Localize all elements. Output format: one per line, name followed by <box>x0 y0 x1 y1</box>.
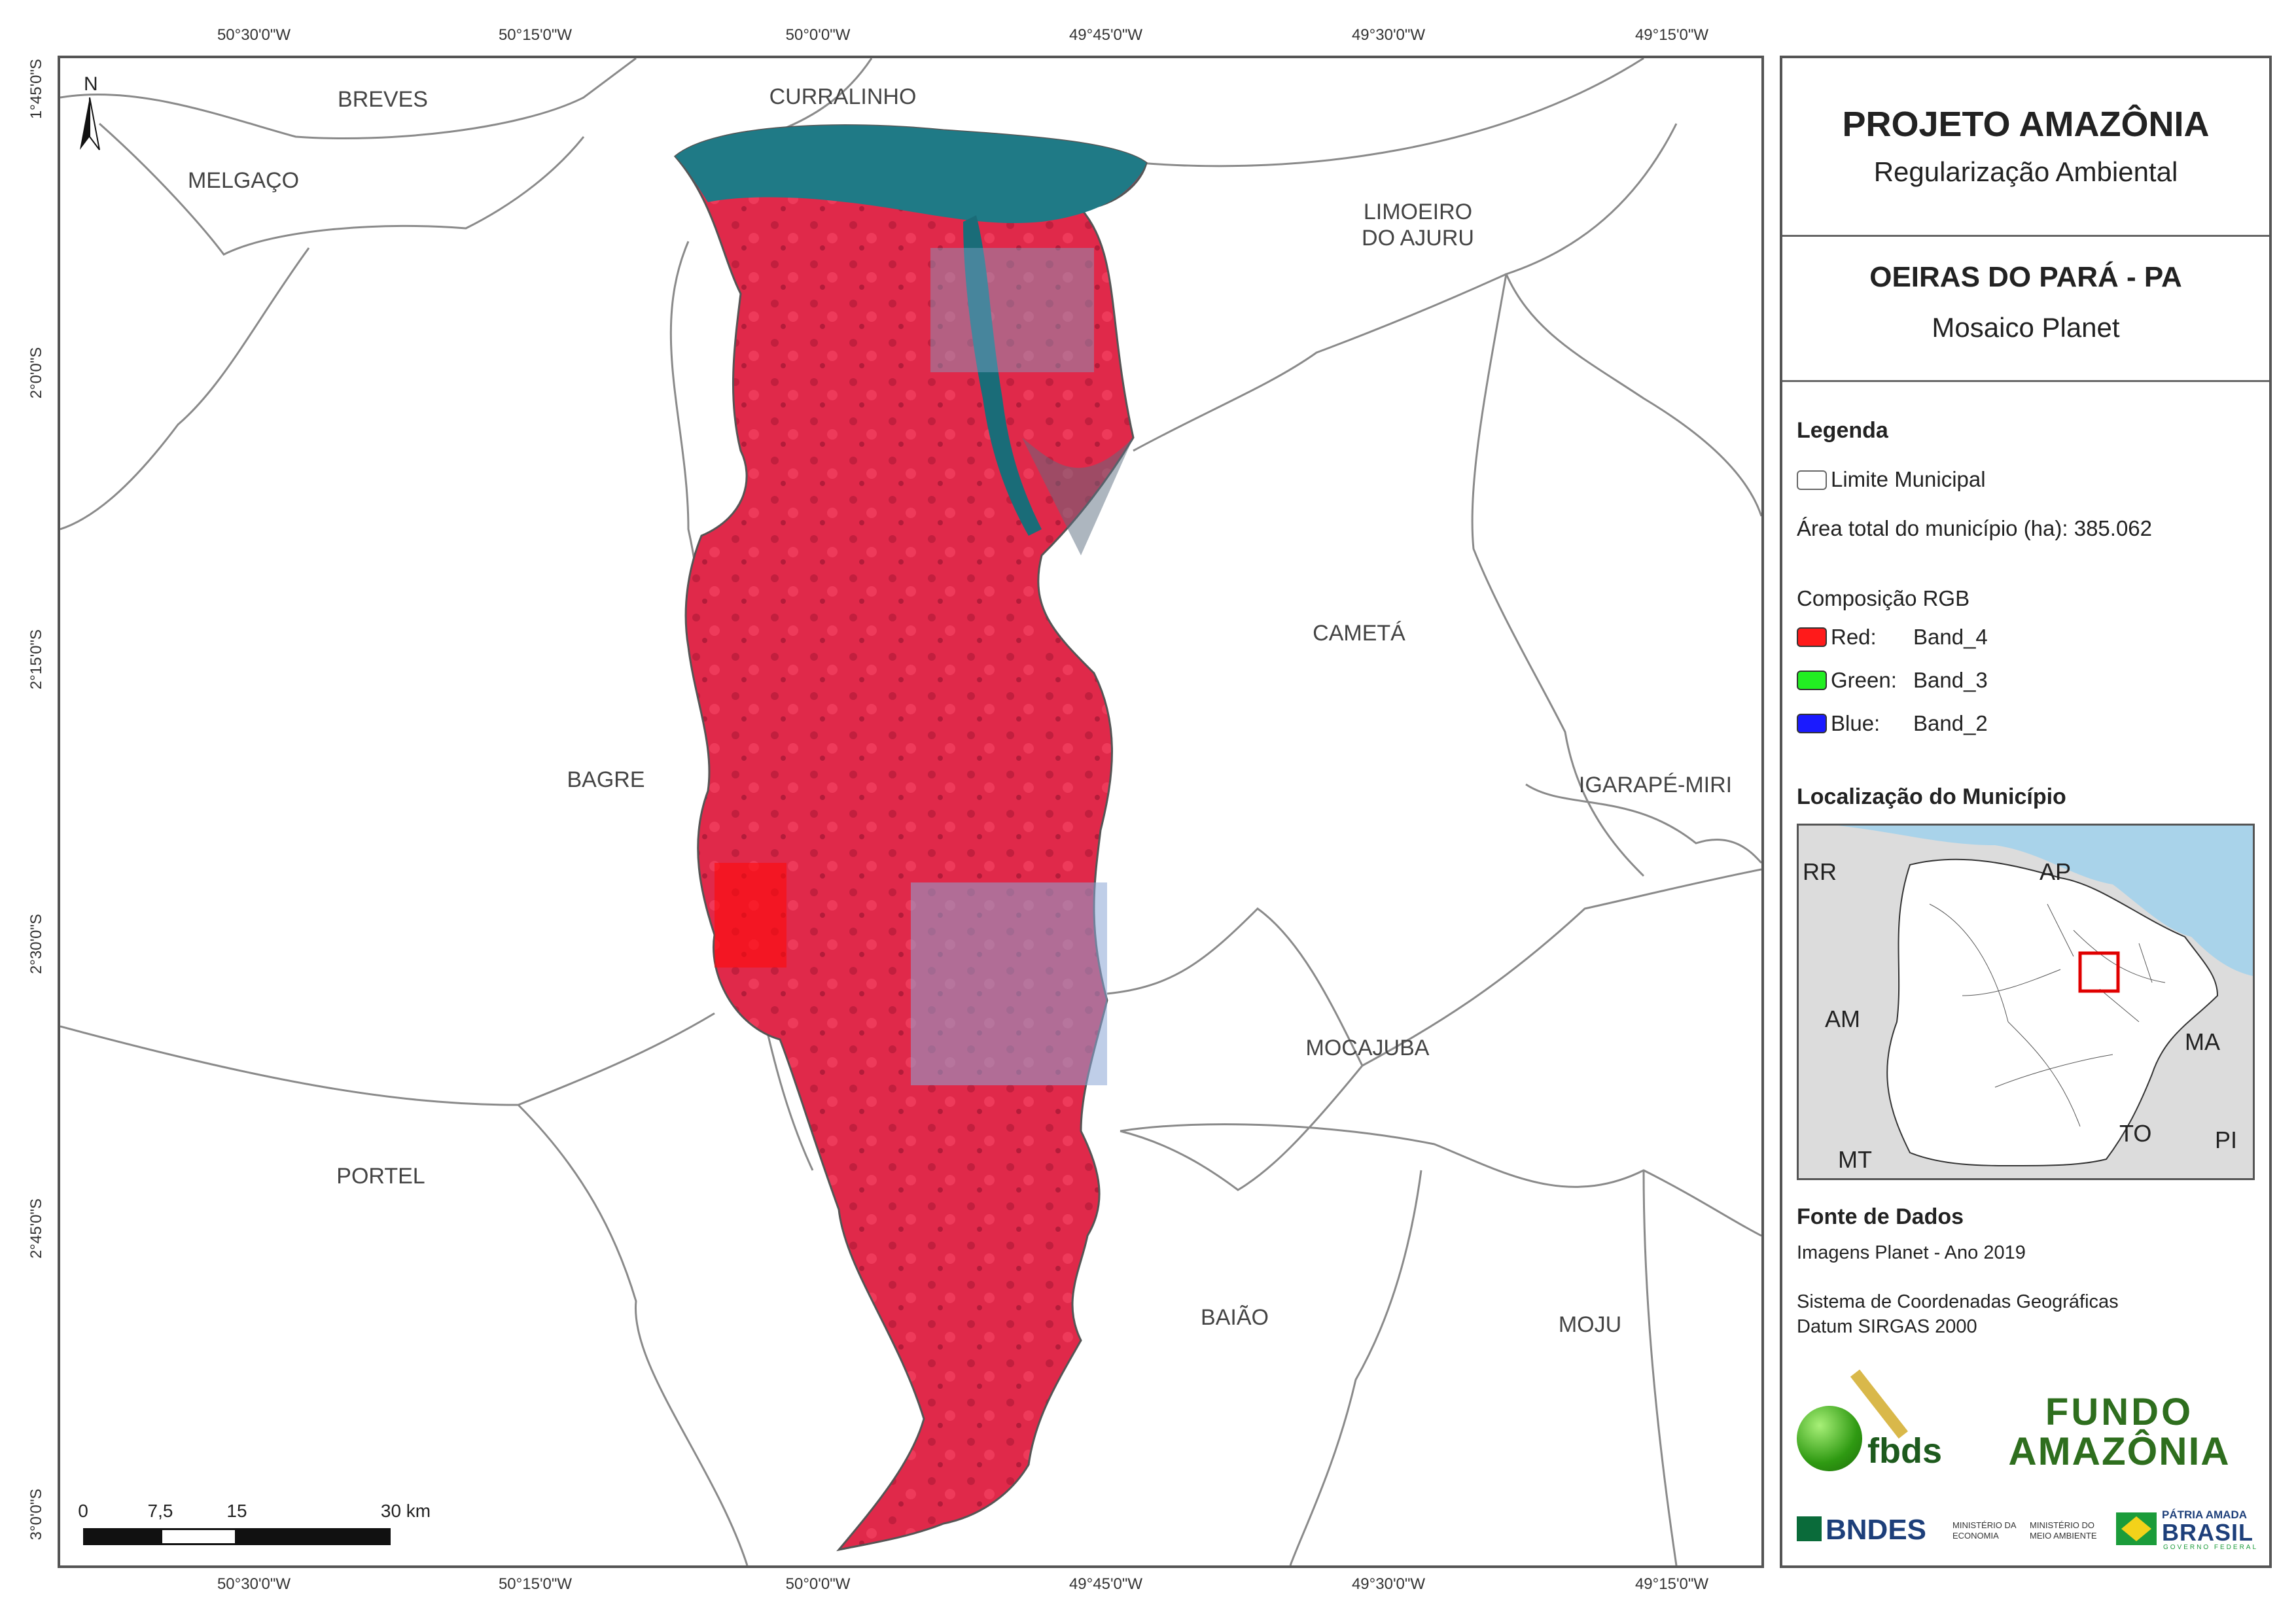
inset-label-pi: PI <box>2215 1126 2238 1153</box>
green-band: Band_3 <box>1913 668 1988 692</box>
label-mocajuba: MOCAJUBA <box>1305 1036 1430 1060</box>
blue-swatch <box>1797 714 1827 733</box>
legend-panel: PROJETO AMAZÔNIA Regularização Ambiental… <box>1780 56 2272 1568</box>
bndes-text: BNDES <box>1826 1514 1927 1546</box>
divider-2 <box>1782 380 2269 382</box>
inset-label-mt: MT <box>1838 1146 1872 1173</box>
rgb-header: Composição RGB <box>1797 586 1970 610</box>
inset-label-ma: MA <box>2185 1028 2220 1055</box>
bndes-mark-icon <box>1797 1516 1822 1541</box>
coord-top-6: 49°15'0"W <box>1634 26 1709 44</box>
red-band: Band_4 <box>1913 625 1988 649</box>
scale-segment-1 <box>83 1528 160 1545</box>
blue-label: Blue: <box>1831 711 1881 735</box>
coord-left-4: 2°30'0"S <box>27 913 45 975</box>
coord-bottom-5: 49°30'0"W <box>1351 1575 1426 1593</box>
area-text: Área total do município (ha): 385.062 <box>1797 516 2153 540</box>
source-line-3: Datum SIRGAS 2000 <box>1797 1316 1977 1337</box>
governo-federal-text: GOVERNO FEDERAL <box>2163 1544 2259 1551</box>
brasil-text: BRASIL <box>2162 1519 2253 1546</box>
label-curralinho: CURRALINHO <box>769 84 917 109</box>
bndes-logo: BNDES <box>1797 1514 1941 1546</box>
label-melgaco: MELGAÇO <box>187 168 300 193</box>
source-line-1: Imagens Planet - Ano 2019 <box>1797 1242 2026 1263</box>
north-arrow-icon <box>80 97 100 150</box>
source-line-2: Sistema de Coordenadas Geográficas <box>1797 1291 2119 1312</box>
patria-amada-text: PÁTRIA AMADA <box>2162 1509 2248 1521</box>
ministerio-meio-ambiente: MINISTÉRIO DO MEIO AMBIENTE <box>2030 1520 2097 1541</box>
mosaic-subtitle: Mosaico Planet <box>1932 312 2120 343</box>
label-igarape: IGARAPÉ-MIRI <box>1578 773 1733 797</box>
label-bagre: BAGRE <box>567 767 645 792</box>
red-label: Red: <box>1831 625 1877 649</box>
scale-label-2: 15 <box>226 1501 247 1521</box>
municipal-boundaries <box>60 58 1761 1565</box>
coord-left-5: 2°45'0"S <box>27 1198 45 1259</box>
coord-top-5: 49°30'0"W <box>1351 26 1426 44</box>
label-breves: BREVES <box>338 87 428 112</box>
ministerio-economia: MINISTÉRIO DA ECONOMIA <box>1952 1520 2016 1541</box>
legend-header: Legenda <box>1797 418 1888 443</box>
green-label: Green: <box>1831 668 1897 692</box>
coord-left-2: 2°0'0"S <box>27 347 45 399</box>
location-inset: RR AP AM MA TO PI MT <box>1797 824 2255 1180</box>
inset-label-to: TO <box>2119 1120 2152 1147</box>
fbds-logo: fbds <box>1797 1369 1954 1471</box>
coord-bottom-2: 50°15'0"W <box>498 1575 573 1593</box>
project-subtitle: Regularização Ambiental <box>1873 156 2178 187</box>
scale-segment-3 <box>237 1528 391 1545</box>
map-frame <box>58 56 1764 1568</box>
fbds-text: fbds <box>1867 1431 1942 1471</box>
location-header: Localização do Município <box>1797 784 2066 809</box>
label-baiao: BAIÃO <box>1201 1305 1269 1330</box>
divider-1 <box>1782 235 2269 237</box>
coord-bottom-3: 50°0'0"W <box>785 1575 851 1593</box>
coord-left-3: 2°15'0"S <box>27 629 45 690</box>
red-swatch <box>1797 627 1827 647</box>
blue-band: Band_2 <box>1913 711 1988 735</box>
coord-top-4: 49°45'0"W <box>1069 26 1143 44</box>
inset-map <box>1799 826 2253 1178</box>
fundo-text: FUNDO <box>2045 1391 2194 1433</box>
map-canvas <box>60 58 1761 1565</box>
fundo-amazonia-logo: FUNDO AMAZÔNIA <box>1979 1393 2260 1471</box>
inset-label-am: AM <box>1825 1005 1860 1032</box>
source-header: Fonte de Dados <box>1797 1204 1964 1229</box>
municipality-title: OEIRAS DO PARÁ - PA <box>1869 261 2182 293</box>
inset-label-rr: RR <box>1803 858 1837 885</box>
governo-federal-logo: PÁTRIA AMADA BRASIL GOVERNO FEDERAL <box>2116 1507 2260 1553</box>
label-moju: MOJU <box>1558 1312 1622 1337</box>
oeiras-do-para-mosaic <box>673 124 1148 1552</box>
north-label: N <box>84 73 98 95</box>
label-limoeiro: LIMOEIRO DO AJURU <box>1362 200 1474 251</box>
coord-top-1: 50°30'0"W <box>217 26 291 44</box>
scale-segment-2 <box>160 1528 237 1545</box>
project-title: PROJETO AMAZÔNIA <box>1842 105 2210 144</box>
label-portel: PORTEL <box>336 1164 425 1189</box>
coord-top-3: 50°0'0"W <box>785 26 851 44</box>
coord-bottom-6: 49°15'0"W <box>1634 1575 1709 1593</box>
scale-label-0: 0 <box>78 1501 88 1521</box>
amazonia-text: AMAZÔNIA <box>2008 1429 2231 1473</box>
scale-label-1: 7,5 <box>147 1501 173 1521</box>
coord-left-6: 3°0'0"S <box>27 1488 45 1541</box>
green-swatch <box>1797 671 1827 690</box>
fbds-globe-icon <box>1797 1406 1862 1471</box>
coord-bottom-1: 50°30'0"W <box>217 1575 291 1593</box>
coord-bottom-4: 49°45'0"W <box>1069 1575 1143 1593</box>
legend-limit-label: Limite Municipal <box>1831 467 1986 491</box>
coord-top-2: 50°15'0"W <box>498 26 573 44</box>
label-cameta: CAMETÁ <box>1313 621 1405 646</box>
inset-label-ap: AP <box>2040 858 2072 885</box>
scale-label-3: 30 km <box>380 1501 431 1521</box>
limit-swatch <box>1797 470 1827 490</box>
coord-left-1: 1°45'0"S <box>27 58 45 120</box>
